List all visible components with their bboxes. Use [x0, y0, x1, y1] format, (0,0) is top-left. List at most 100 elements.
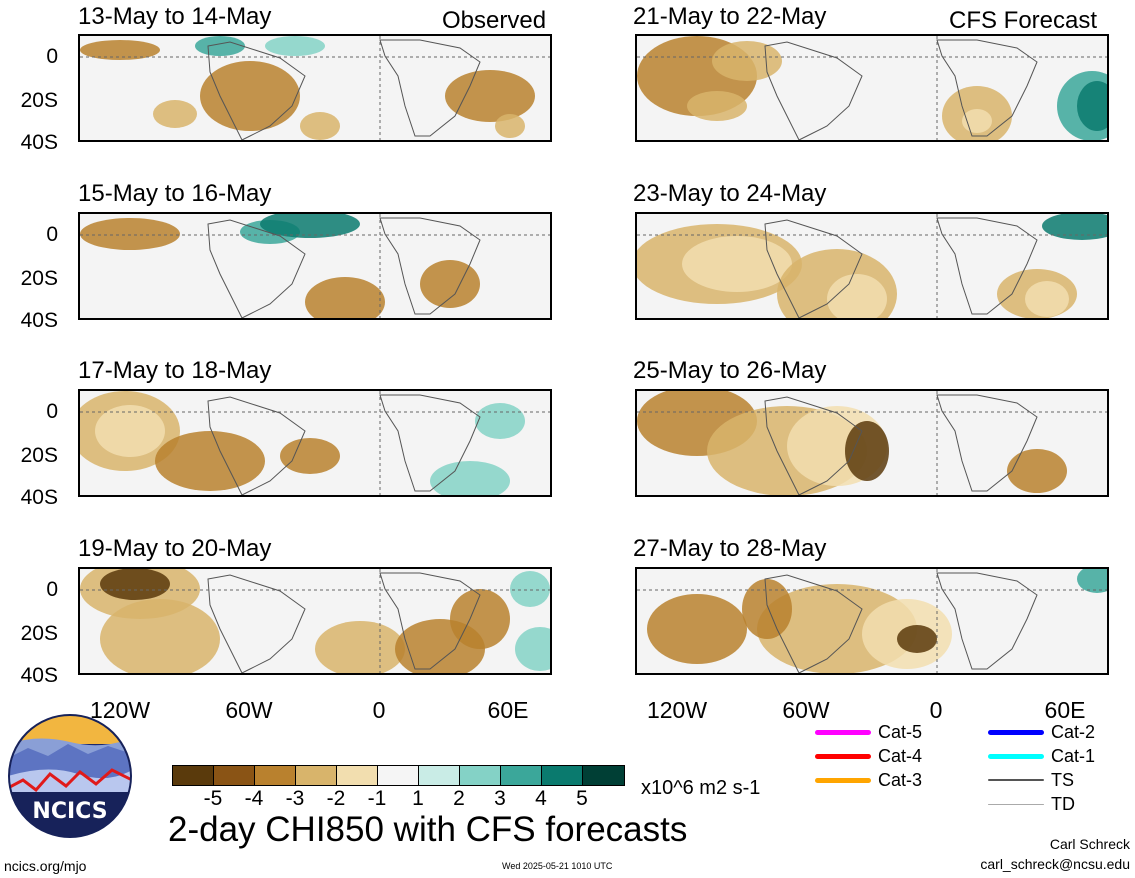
anomaly-contour: [712, 41, 782, 81]
colorbar-swatch: [214, 766, 255, 785]
anomaly-contour: [305, 277, 385, 318]
panel-title: 25-May to 26-May: [633, 357, 827, 384]
map-panel-1: [78, 34, 552, 142]
anomaly-contour: [100, 599, 220, 673]
website-link[interactable]: ncics.org/mjo: [4, 858, 87, 874]
africa-coastline: [379, 572, 481, 670]
legend-label: TS: [1051, 770, 1075, 790]
south-america-coastline: [207, 396, 306, 495]
south-america-coastline: [764, 219, 863, 318]
map-panel-5: [635, 34, 1109, 142]
author-name: Carl Schreck: [1049, 836, 1130, 852]
legend-item: Cat-1: [988, 746, 1095, 766]
map-panel-7: [635, 389, 1109, 497]
lat-label: 0: [46, 223, 58, 246]
map-contours: [637, 36, 1107, 140]
anomaly-contour: [430, 461, 510, 495]
colorbar-swatch: [501, 766, 542, 785]
lon-label: 60E: [487, 697, 529, 723]
legend-line: [815, 777, 871, 783]
panel-title: 13-May to 14-May: [78, 3, 272, 30]
africa-coastline: [936, 572, 1038, 670]
lat-label: 0: [46, 578, 58, 601]
colorbar-tick-label: -5: [203, 787, 223, 810]
lon-label: 120W: [89, 697, 151, 723]
map-contours: [80, 214, 550, 318]
colorbar-swatch: [419, 766, 460, 785]
lat-label: 40S: [20, 486, 58, 509]
figure-title: 2-day CHI850 with CFS forecasts: [168, 810, 688, 849]
legend-line: [815, 753, 871, 759]
panel-title: 17-May to 18-May: [78, 357, 272, 384]
legend-line: [988, 729, 1044, 735]
anomaly-contour: [510, 571, 550, 607]
map-contours: [637, 214, 1107, 318]
logo-text: NCICS: [32, 799, 107, 824]
panel-title: 27-May to 28-May: [633, 535, 827, 562]
africa-coastline: [936, 217, 1038, 315]
anomaly-contour: [195, 36, 245, 56]
anomaly-contour: [1025, 281, 1069, 317]
panel-title: 21-May to 22-May: [633, 3, 827, 30]
africa-coastline: [936, 394, 1038, 492]
author-email[interactable]: carl_schreck@ncsu.edu: [980, 856, 1130, 872]
colorbar-swatch: [255, 766, 296, 785]
anomaly-contour: [280, 438, 340, 474]
lat-label: 40S: [20, 131, 58, 154]
legend-label: Cat-5: [878, 722, 923, 742]
lat-label: 20S: [20, 89, 58, 112]
lon-label: 60E: [1044, 697, 1086, 723]
anomaly-contour: [495, 114, 525, 138]
anomaly-contour: [155, 431, 265, 491]
lat-label: 20S: [20, 444, 58, 467]
colorbar-swatch: [337, 766, 378, 785]
legend-item: Cat-5: [815, 722, 922, 742]
anomaly-contour: [260, 214, 360, 238]
legend-label: Cat-2: [1051, 722, 1096, 742]
anomaly-contour: [450, 589, 510, 649]
lon-label: 60W: [782, 697, 830, 723]
colorbar-swatch: [378, 766, 419, 785]
africa-coastline: [379, 39, 481, 137]
anomaly-contour: [1007, 449, 1067, 493]
colorbar-tick-label: 2: [453, 787, 465, 810]
anomaly-contour: [742, 579, 792, 639]
colorbar-tick-label: -4: [244, 787, 264, 810]
map-contours: [80, 36, 550, 140]
ncics-logo: NCICS: [8, 714, 132, 838]
anomaly-contour: [95, 405, 165, 457]
map-contours: [80, 569, 550, 673]
colorbar-tick-label: 1: [412, 787, 424, 810]
anomaly-contour: [827, 274, 887, 318]
south-america-coastline: [207, 574, 306, 673]
map-panel-8: [635, 567, 1109, 675]
panel-title: 15-May to 16-May: [78, 180, 272, 207]
legend-item: Cat-2: [988, 722, 1095, 742]
colorbar: [172, 765, 625, 786]
observed-label: Observed: [442, 7, 547, 34]
colorbar-units: x10^6 m2 s-1: [641, 777, 761, 799]
colorbar-swatch: [173, 766, 214, 785]
legend-line: [815, 729, 871, 735]
anomaly-contour: [300, 112, 340, 140]
legend-item: Cat-4: [815, 746, 922, 766]
colorbar-tick-label: -1: [367, 787, 387, 810]
colorbar-tick-label: 4: [535, 787, 547, 810]
anomaly-contour: [845, 421, 889, 481]
anomaly-contour: [647, 594, 747, 664]
anomaly-contour: [315, 621, 405, 673]
lat-label: 40S: [20, 309, 58, 332]
map-contours: [637, 391, 1107, 495]
legend-label: Cat-3: [878, 770, 923, 790]
map-contours: [80, 391, 550, 495]
lat-label: 20S: [20, 267, 58, 290]
map-panel-2: [78, 212, 552, 320]
anomaly-contour: [475, 403, 525, 439]
legend-line: [988, 753, 1044, 759]
legend-line: [988, 803, 1044, 805]
anomaly-contour: [200, 61, 300, 131]
cfs-forecast-label: CFS Forecast: [949, 7, 1098, 34]
lon-label: 0: [929, 697, 943, 723]
lon-label: 60W: [225, 697, 273, 723]
anomaly-contour: [80, 40, 160, 60]
